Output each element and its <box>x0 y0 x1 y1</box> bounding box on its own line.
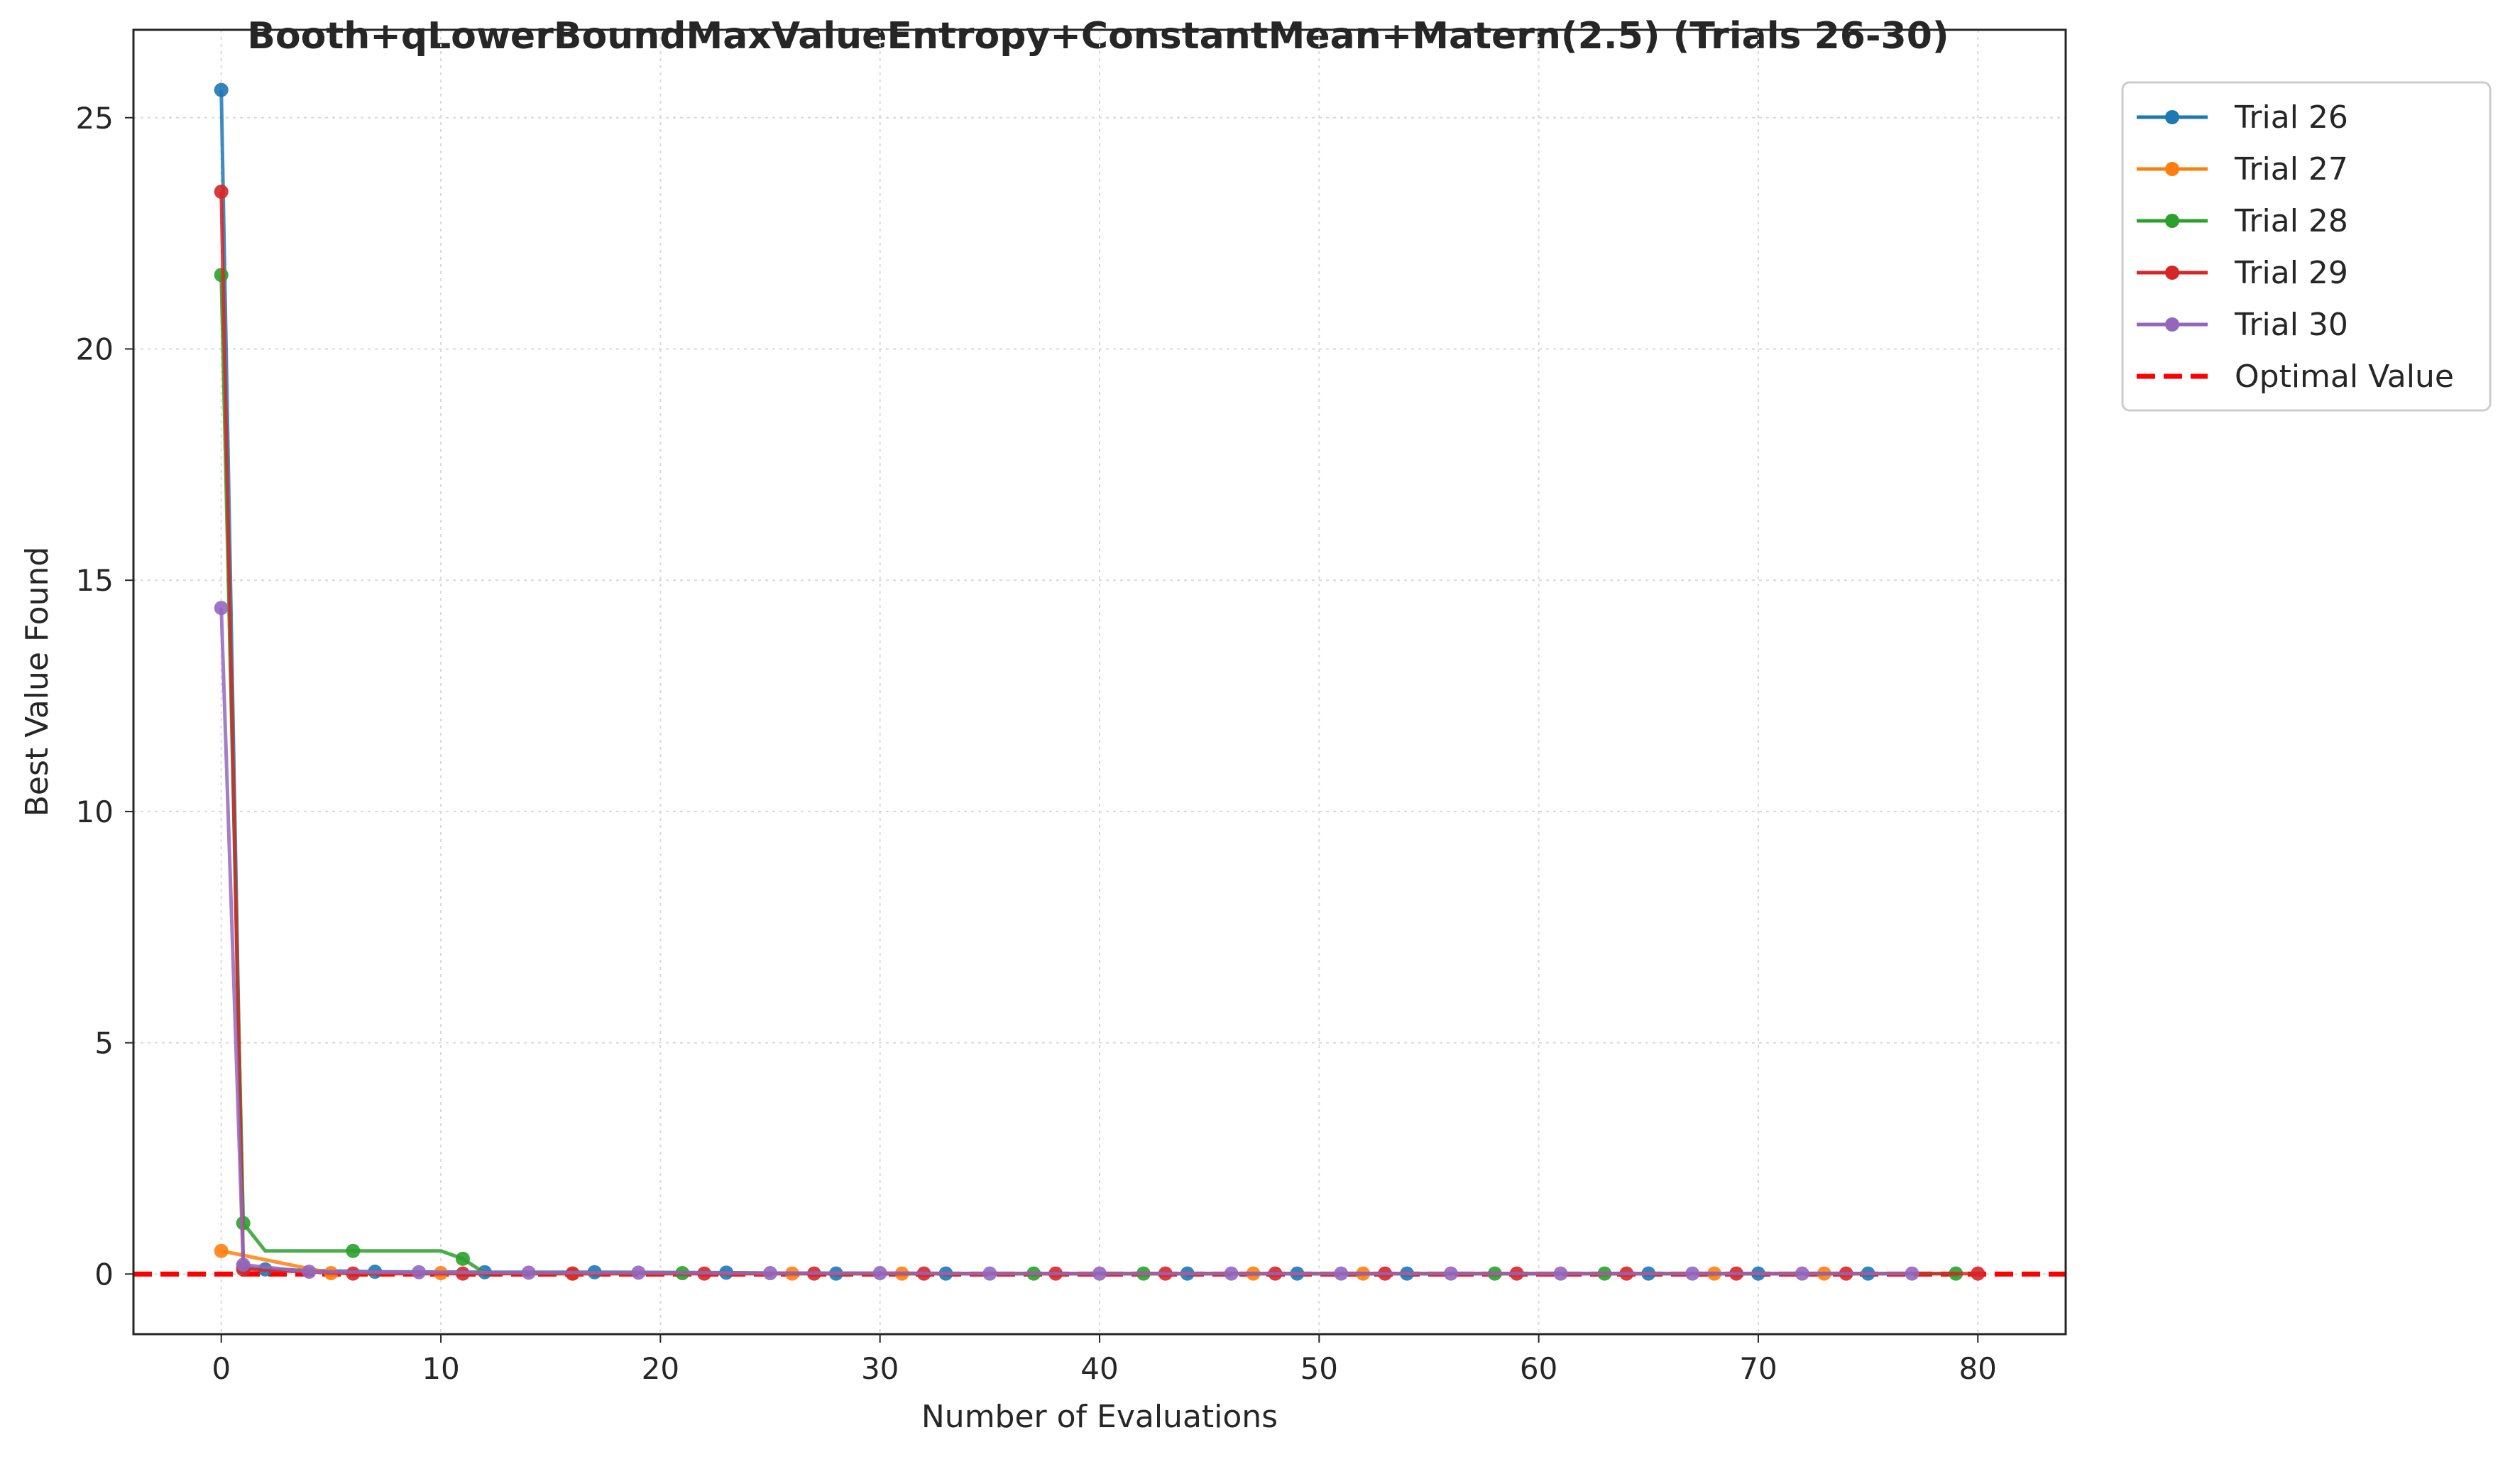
y-tick-label: 15 <box>76 563 114 598</box>
data-point <box>631 1265 646 1280</box>
x-tick-label: 10 <box>422 1351 459 1386</box>
x-tick-label: 40 <box>1080 1351 1118 1386</box>
x-tick-label: 70 <box>1739 1351 1777 1386</box>
x-tick-label: 20 <box>642 1351 679 1386</box>
y-tick-label: 0 <box>94 1257 114 1292</box>
data-point <box>214 184 229 199</box>
data-point <box>1224 1266 1239 1281</box>
legend: Trial 26 Trial 27 Trial 28 Trial 29 Trial 30… <box>2121 81 2492 412</box>
axis-ticks: 0 10 20 30 40 50 60 70 80 0 5 10 15 20 25 <box>76 101 1997 1386</box>
legend-marker <box>2165 110 2179 124</box>
data-point <box>1443 1266 1458 1281</box>
data-point <box>236 1257 251 1272</box>
x-tick-label: 80 <box>1959 1351 1997 1386</box>
legend-marker <box>2165 317 2179 332</box>
legend-marker <box>2165 266 2179 280</box>
data-point <box>763 1266 778 1281</box>
legend-frame <box>2121 81 2492 412</box>
series-layer <box>214 82 1985 1281</box>
data-point <box>214 82 229 97</box>
x-axis-label: Number of Evaluations <box>921 1399 1278 1435</box>
x-tick-label: 0 <box>212 1351 231 1386</box>
x-tick-label: 30 <box>861 1351 899 1386</box>
y-tick-label: 10 <box>76 795 114 829</box>
data-point <box>1334 1266 1349 1281</box>
data-point <box>214 601 229 616</box>
series-5 <box>214 601 1919 1281</box>
legend-item: Trial 30 <box>2137 307 2348 343</box>
legend-label: Trial 26 <box>2234 99 2348 136</box>
legend-item: Optimal Value <box>2137 359 2454 395</box>
legend-label: Trial 27 <box>2234 151 2348 187</box>
legend-item: Trial 26 <box>2137 99 2348 136</box>
x-tick-label: 50 <box>1300 1351 1338 1386</box>
legend-marker <box>2165 162 2179 176</box>
data-point <box>1685 1266 1700 1281</box>
data-point <box>1795 1266 1809 1281</box>
data-point <box>1553 1266 1568 1281</box>
y-axis-label: Best Value Found <box>19 547 55 817</box>
y-tick-label: 5 <box>94 1026 114 1061</box>
data-point <box>521 1265 536 1280</box>
legend-label: Optimal Value <box>2235 359 2454 395</box>
data-point <box>455 1251 470 1266</box>
chart-title: Booth+qLowerBoundMaxValueEntropy+Constan… <box>247 15 1949 58</box>
legend-label: Trial 28 <box>2234 203 2348 239</box>
y-tick-label: 25 <box>76 101 114 136</box>
data-point <box>346 1243 361 1258</box>
legend-marker <box>2165 214 2179 228</box>
x-tick-label: 60 <box>1520 1351 1557 1386</box>
data-point <box>1971 1266 1985 1281</box>
data-point <box>1092 1266 1107 1281</box>
legend-label: Trial 29 <box>2234 255 2348 291</box>
data-point <box>214 1243 229 1258</box>
legend-item: Trial 29 <box>2137 255 2348 291</box>
data-point <box>1905 1266 1919 1281</box>
legend-item: Trial 28 <box>2137 203 2348 239</box>
data-point <box>982 1266 997 1281</box>
y-tick-label: 20 <box>76 332 114 366</box>
data-point <box>412 1265 427 1279</box>
data-point <box>872 1266 887 1281</box>
legend-item: Trial 27 <box>2137 151 2348 187</box>
legend-label: Trial 30 <box>2234 307 2348 343</box>
data-point <box>302 1265 317 1279</box>
